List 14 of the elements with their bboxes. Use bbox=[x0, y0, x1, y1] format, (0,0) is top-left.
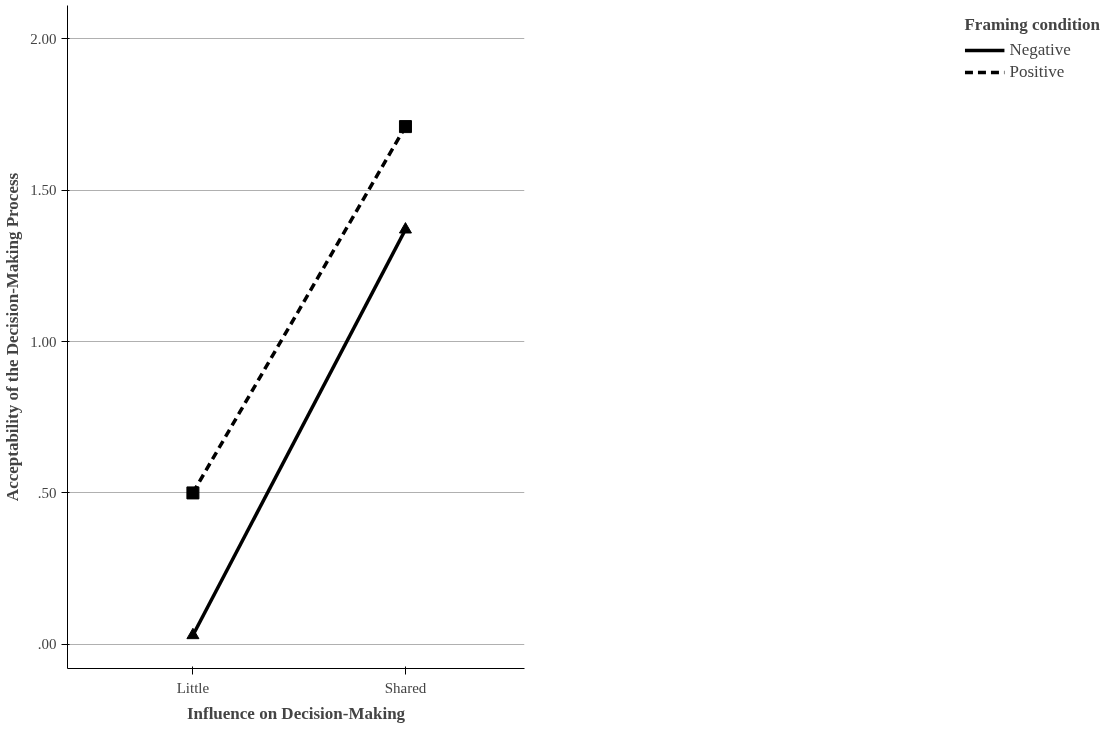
x-tick-label: Little bbox=[176, 679, 210, 696]
y-tick-label: .50 bbox=[37, 484, 57, 501]
y-tick-label: 1.50 bbox=[30, 182, 57, 199]
x-tick-label: Shared bbox=[384, 679, 427, 696]
point bbox=[398, 120, 412, 134]
y-axis-title: Acceptability of the Decision-Making Process bbox=[3, 172, 23, 502]
x-axis-title: Influence on Decision-Making bbox=[186, 703, 406, 723]
y-tick-label: 2.00 bbox=[30, 30, 57, 47]
legend-label: Negative bbox=[1009, 40, 1071, 60]
point bbox=[186, 486, 200, 500]
legend-title: Framing condition bbox=[964, 15, 1100, 35]
y-tick-label: 1.00 bbox=[30, 333, 57, 350]
legend-label: Positive bbox=[1009, 62, 1065, 82]
y-tick-label: .00 bbox=[37, 636, 57, 653]
